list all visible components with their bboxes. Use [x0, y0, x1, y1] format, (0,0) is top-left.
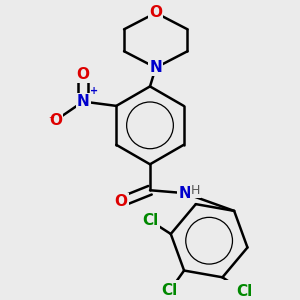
Text: O: O [149, 5, 162, 20]
Text: N: N [77, 94, 89, 109]
Text: ⁻: ⁻ [49, 115, 54, 125]
Text: Cl: Cl [142, 214, 159, 229]
Text: N: N [178, 186, 191, 201]
Text: O: O [76, 67, 90, 82]
Text: O: O [115, 194, 128, 209]
Text: O: O [49, 113, 62, 128]
Text: Cl: Cl [236, 284, 252, 299]
Text: N: N [149, 60, 162, 75]
Text: Cl: Cl [162, 283, 178, 298]
Text: H: H [191, 184, 200, 197]
Text: +: + [90, 86, 98, 96]
